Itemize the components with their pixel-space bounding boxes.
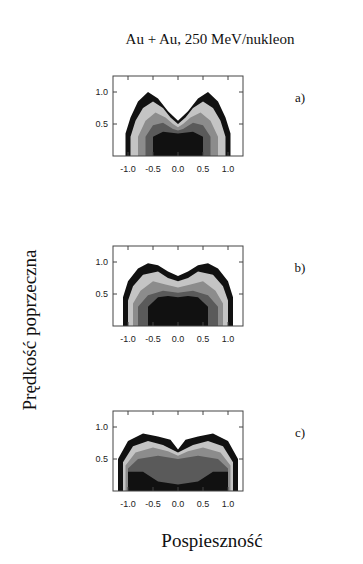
contour-level [123,263,233,326]
contour-level [128,472,228,491]
panel-label: c) [295,425,305,440]
y-tick [239,294,243,295]
x-tick [128,152,129,156]
contour-level [138,291,218,326]
x-axis-label: Pospieszność [161,530,262,551]
x-tick-label: -0.5 [145,499,161,509]
x-tick [178,411,179,415]
plot-frame [113,76,243,156]
contour-level [138,113,218,157]
y-tick [113,262,117,263]
x-tick-label: 0.0 [172,334,185,344]
panel-label: a) [295,90,305,105]
x-tick-label: 0.5 [197,499,210,509]
panel: -1.0 -0.5 0.0 0.5 1.0 0.5 1.0 a) [95,76,305,174]
x-tick [228,411,229,415]
y-tick-label: 0.5 [95,289,108,299]
plot-frame [113,246,243,326]
x-tick-label: 1.0 [222,499,235,509]
x-tick [203,76,204,80]
x-tick [228,487,229,491]
x-tick-label: 1.0 [222,334,235,344]
x-tick-label: 1.0 [222,164,235,174]
x-tick [153,76,154,80]
figure-title: Au + Au, 250 MeV/nukleon [126,31,295,47]
y-tick [239,124,243,125]
x-tick [153,152,154,156]
y-tick [113,459,117,460]
y-tick [113,124,117,125]
x-tick [178,487,179,491]
contour-levels [123,263,233,326]
x-tick [178,76,179,80]
contour-levels [118,433,238,491]
contour-level [153,132,203,156]
x-tick [203,411,204,415]
x-tick-label: 0.0 [172,499,185,509]
x-tick [153,322,154,326]
y-tick [239,427,243,428]
y-tick-label: 1.0 [95,87,108,97]
y-tick-label: 1.0 [95,422,108,432]
background [0,0,363,564]
x-tick [178,322,179,326]
x-tick-label: -0.5 [145,334,161,344]
x-tick-label: 0.5 [197,164,210,174]
x-tick-label: -1.0 [120,334,136,344]
x-tick [228,76,229,80]
contour-levels [126,92,231,156]
x-tick [178,152,179,156]
x-tick [128,246,129,250]
contour-level [128,272,228,326]
x-tick [203,322,204,326]
x-tick [178,246,179,250]
x-tick [228,322,229,326]
contour-level [126,92,231,156]
y-axis-label: Prędkość poprzeczna [19,249,40,410]
x-tick [228,246,229,250]
contour-level [133,281,223,326]
x-tick [128,322,129,326]
y-tick [113,294,117,295]
contour-level [131,102,226,156]
y-tick [239,92,243,93]
y-tick-label: 1.0 [95,257,108,267]
x-tick [128,411,129,415]
panel: -1.0 -0.5 0.0 0.5 1.0 0.5 1.0 b) [95,246,305,344]
contour-level [146,123,211,156]
y-tick [113,427,117,428]
y-tick [239,262,243,263]
x-tick [153,487,154,491]
contour-level [123,441,233,491]
x-tick-label: -0.5 [145,164,161,174]
figure: Au + Au, 250 MeV/nukleon Prędkość poprzec… [0,0,363,564]
plot-frame [113,411,243,491]
panel: -1.0 -0.5 0.0 0.5 1.0 0.5 1.0 c) [95,411,305,509]
x-tick [128,76,129,80]
x-tick-label: 0.5 [197,334,210,344]
contour-level [128,456,228,491]
x-tick [203,246,204,250]
contour-level [148,296,208,326]
contour-level [118,433,238,491]
y-tick-label: 0.5 [95,119,108,129]
x-tick-label: 0.0 [172,164,185,174]
contour-level [126,448,231,492]
x-tick [228,152,229,156]
x-tick-label: -1.0 [120,164,136,174]
y-tick-label: 0.5 [95,454,108,464]
panel-label: b) [295,260,306,275]
y-tick [239,459,243,460]
x-tick [153,411,154,415]
x-tick [203,152,204,156]
x-tick [203,487,204,491]
x-tick [153,246,154,250]
y-tick [113,92,117,93]
x-tick-label: -1.0 [120,499,136,509]
x-tick [128,487,129,491]
